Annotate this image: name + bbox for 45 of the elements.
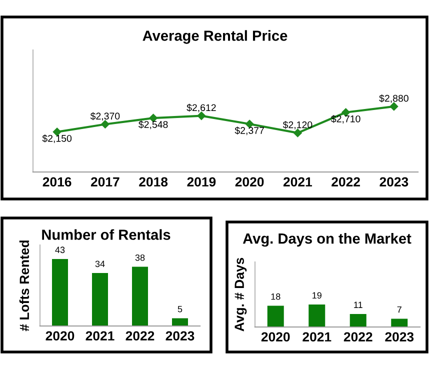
data-label: $2,150: [42, 134, 72, 143]
x-tick-label: 2022: [344, 332, 372, 342]
x-tick-label: 2022: [332, 177, 360, 187]
x-tick-label: 2021: [302, 332, 332, 342]
chart-title: Avg. Days on the Market: [242, 233, 412, 247]
x-tick-label: 2019: [187, 177, 216, 187]
x-tick-label: 2023: [385, 332, 414, 342]
bar: [92, 273, 108, 326]
data-label: 7: [397, 306, 402, 313]
data-label: 18: [271, 293, 280, 300]
x-tick-label: 2023: [166, 331, 194, 341]
data-label: $2,880: [379, 94, 408, 103]
bar: [350, 314, 366, 327]
data-label: 43: [55, 246, 65, 254]
x-tick-label: 2022: [126, 331, 154, 341]
data-label: $2,548: [138, 120, 168, 130]
x-tick-label: 2016: [42, 177, 72, 187]
x-tick-label: 2021: [86, 331, 114, 341]
x-tick-label: 2020: [261, 332, 290, 342]
x-tick-label: 2018: [139, 177, 168, 187]
bar: [132, 266, 148, 326]
y-axis-title: Avg. # Days: [234, 258, 247, 332]
x-tick-label: 2017: [90, 177, 120, 187]
bar: [267, 306, 284, 327]
data-label: 19: [312, 292, 322, 299]
data-label: $2,377: [234, 126, 264, 136]
bar: [308, 304, 326, 327]
bar: [172, 318, 188, 326]
y-axis-title: # Lofts Rented: [19, 240, 30, 332]
x-tick-label: 2020: [46, 331, 74, 341]
data-label: 34: [95, 260, 105, 268]
data-label: $2,612: [186, 104, 216, 112]
x-tick-label: 2023: [380, 177, 408, 187]
chart-title: Average Rental Price: [142, 30, 288, 44]
data-label: 11: [354, 302, 362, 308]
data-label: 5: [178, 306, 182, 312]
data-label: 38: [135, 254, 145, 261]
bar: [52, 259, 68, 326]
data-label: $2,120: [282, 120, 312, 130]
chart-title: Number of Rentals: [42, 229, 170, 240]
bar: [391, 318, 408, 327]
x-tick-label: 2020: [235, 177, 264, 187]
data-label: $2,370: [90, 112, 120, 121]
x-tick-label: 2021: [283, 177, 312, 187]
data-label: $2,710: [331, 115, 360, 124]
